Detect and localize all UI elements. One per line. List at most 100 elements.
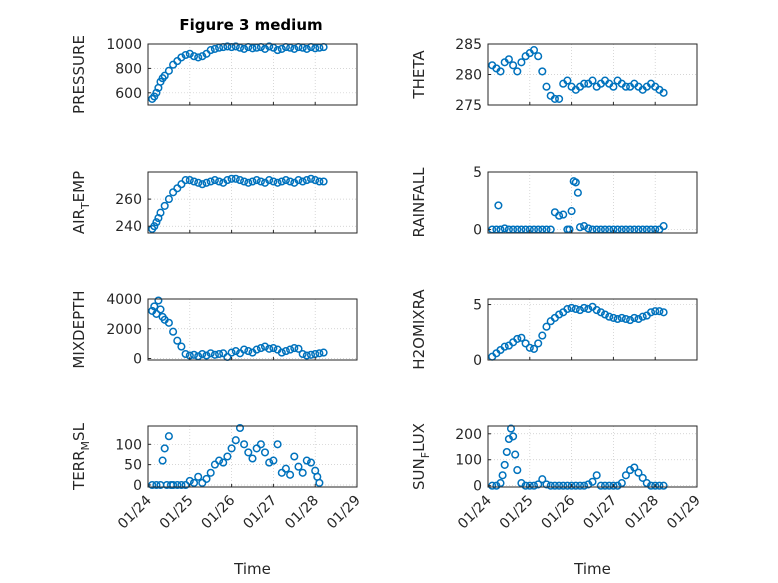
- y-tick-label: 0: [473, 353, 482, 369]
- data-point: [584, 304, 593, 314]
- data-point: [256, 344, 265, 353]
- data-point: [659, 308, 668, 317]
- data-point: [575, 223, 585, 232]
- y-tick-label: 0: [133, 352, 142, 368]
- data-point: [521, 481, 530, 490]
- data-point: [319, 177, 328, 186]
- data-point: [286, 345, 295, 354]
- y-tick-label: 50: [124, 458, 142, 474]
- xlabel-time-left: Time: [233, 560, 271, 578]
- data-point: [206, 46, 215, 55]
- data-point: [617, 479, 626, 488]
- x-tick-label: 01/24: [455, 492, 495, 532]
- y-tick-label: 0: [473, 223, 482, 239]
- axes-box: [147, 425, 358, 488]
- data-point: [281, 464, 290, 473]
- data-point: [189, 52, 199, 61]
- data-point: [500, 224, 509, 233]
- data-point: [244, 178, 253, 187]
- data-point: [194, 178, 203, 187]
- data-point: [605, 481, 614, 490]
- data-point: [517, 58, 526, 67]
- data-point: [152, 88, 161, 97]
- axes-background: [488, 299, 697, 360]
- data-point: [173, 336, 182, 345]
- data-point: [573, 188, 582, 197]
- data-point: [298, 349, 307, 359]
- data-point: [306, 350, 316, 359]
- data-point: [592, 306, 601, 315]
- data-point: [294, 462, 303, 471]
- data-point: [600, 481, 610, 490]
- data-point: [154, 296, 163, 305]
- data-point: [152, 480, 161, 490]
- x-tick-label: 01/28: [622, 493, 662, 533]
- data-point: [563, 481, 572, 490]
- data-point: [177, 342, 186, 351]
- data-point: [529, 481, 539, 490]
- data-point: [555, 94, 564, 103]
- data-point: [555, 211, 564, 220]
- data-point: [286, 470, 295, 479]
- data-point: [177, 53, 186, 62]
- data-point: [210, 44, 219, 53]
- data-point: [534, 480, 543, 489]
- data-point: [189, 478, 199, 487]
- data-point: [550, 94, 559, 103]
- data-point: [592, 471, 601, 480]
- data-point: [500, 460, 509, 469]
- data-point: [265, 176, 274, 185]
- data-point: [164, 195, 173, 204]
- ylabel-terr-msl: TERRMSL: [70, 422, 92, 491]
- data-point: [210, 350, 219, 359]
- markers-mixdepth: [148, 296, 328, 362]
- y-tick-label: 5: [473, 298, 482, 314]
- data-point: [273, 46, 282, 55]
- data-point: [494, 201, 503, 210]
- data-point: [500, 342, 509, 351]
- data-point: [306, 174, 316, 183]
- data-point: [231, 174, 240, 183]
- data-point: [248, 44, 257, 53]
- data-point: [626, 316, 635, 325]
- data-point: [659, 88, 668, 97]
- data-point: [281, 176, 290, 185]
- data-point: [156, 305, 165, 314]
- data-point: [496, 67, 505, 76]
- data-point: [252, 444, 261, 453]
- markers-h2omixra: [488, 302, 668, 361]
- data-point: [177, 480, 186, 490]
- y-tick-label: 2000: [106, 322, 142, 338]
- markers-theta: [488, 46, 668, 103]
- data-point: [634, 468, 643, 477]
- axes-box: [147, 298, 358, 361]
- data-point: [219, 458, 228, 467]
- data-point: [244, 347, 253, 356]
- data-point: [588, 76, 597, 85]
- data-point: [227, 348, 236, 357]
- y-tick-label: 600: [115, 86, 142, 102]
- data-point: [181, 480, 190, 490]
- data-point: [596, 481, 605, 490]
- data-point: [265, 344, 274, 353]
- data-point: [580, 222, 589, 231]
- data-point: [160, 201, 169, 210]
- subplot-h2omixra: H2OMIXRA 0 5: [410, 289, 698, 370]
- data-point: [575, 481, 585, 490]
- data-point: [294, 344, 303, 353]
- data-point: [281, 347, 290, 356]
- data-point: [538, 67, 547, 76]
- data-point: [315, 478, 324, 487]
- data-point: [651, 481, 660, 490]
- data-point: [580, 303, 589, 312]
- x-tick-label: 01/29: [324, 493, 364, 533]
- data-point: [164, 432, 173, 441]
- data-point: [206, 468, 215, 477]
- data-point: [511, 450, 520, 459]
- data-point: [563, 304, 572, 314]
- data-point: [621, 82, 630, 91]
- data-point: [169, 480, 178, 490]
- data-point: [638, 473, 647, 482]
- data-point: [277, 44, 286, 53]
